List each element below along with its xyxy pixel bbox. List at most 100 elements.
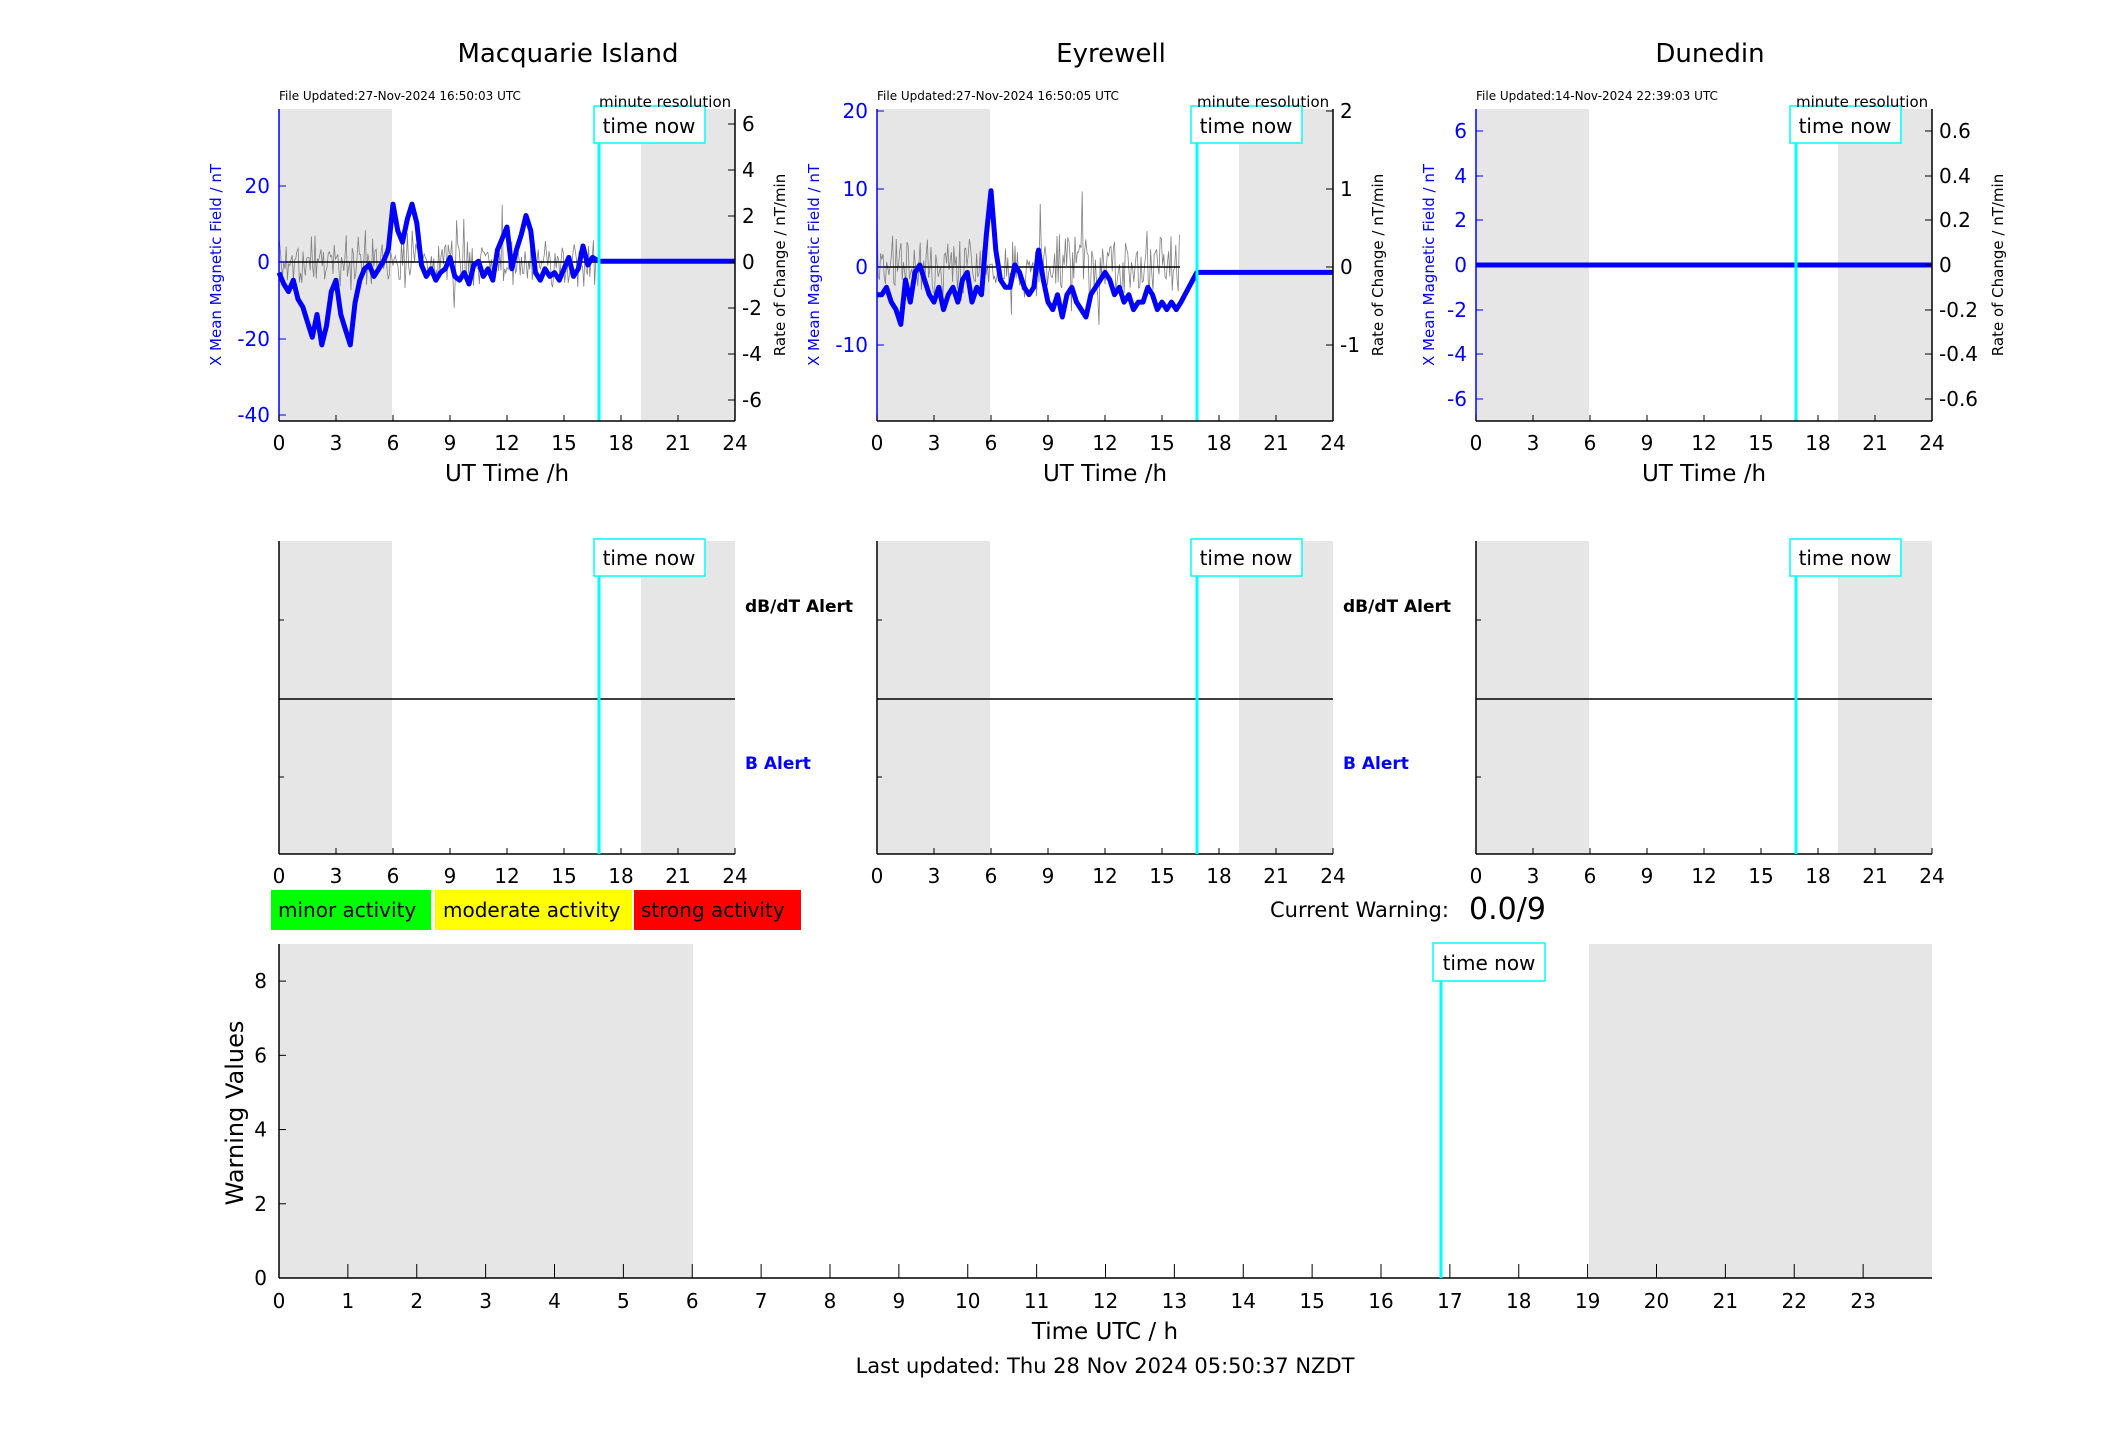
time-now-label: time now — [603, 114, 696, 138]
xtick-label: 0 — [1470, 431, 1483, 455]
xtick-label: 12 — [1691, 864, 1716, 888]
xtick-label: 6 — [387, 431, 400, 455]
y2tick-label: -0.2 — [1939, 298, 1978, 322]
xtick-label: 12 — [1092, 864, 1117, 888]
current-warning-value: 0.0/9 — [1469, 892, 1546, 927]
time-now-box — [1190, 105, 1303, 144]
y2tick-label: -4 — [742, 342, 762, 366]
time-now-label: time now — [1443, 951, 1536, 975]
xtick-label: 8 — [824, 1289, 837, 1313]
xtick-label: 18 — [608, 431, 633, 455]
ytick-label: 20 — [245, 174, 270, 198]
night-shade — [641, 541, 735, 854]
xtick-label: 18 — [1206, 431, 1231, 455]
xtick-label: 21 — [665, 864, 690, 888]
night-shade — [279, 944, 693, 1278]
xtick-label: 24 — [722, 431, 747, 455]
y2tick-label: 4 — [742, 158, 755, 182]
xtick-label: 20 — [1644, 1289, 1669, 1313]
ytick-label: -2 — [1447, 298, 1467, 322]
rate-of-change-trace — [876, 191, 1180, 325]
xtick-label: 12 — [1093, 1289, 1118, 1313]
xtick-label: 18 — [1805, 864, 1830, 888]
xtick-label: 3 — [479, 1289, 492, 1313]
ytick-label: 20 — [843, 99, 868, 123]
b-alert-label: B Alert — [745, 754, 811, 774]
xtick-label: 22 — [1782, 1289, 1807, 1313]
left-yticks: -6 -4 -2 0 2 4 6 — [1447, 119, 1483, 411]
y2tick-label: 0.6 — [1939, 119, 1971, 143]
xtick-label: 18 — [1206, 864, 1231, 888]
left-axis-label: X Mean Magnetic Field / nT — [805, 163, 823, 366]
time-now-box — [1432, 942, 1546, 982]
file-updated-text: File Updated:27-Nov-2024 16:50:05 UTC — [877, 89, 1119, 103]
xtick-label: 15 — [1149, 864, 1174, 888]
xtick-label: 18 — [1506, 1289, 1531, 1313]
y2tick-label: 2 — [742, 204, 755, 228]
xtick-label: 10 — [955, 1289, 980, 1313]
y-ticks: 0 2 4 6 8 — [254, 969, 286, 1290]
xtick-label: 23 — [1850, 1289, 1875, 1313]
time-now-box — [1789, 538, 1902, 577]
ytick-label: -20 — [237, 327, 270, 351]
xtick-label: 21 — [1263, 864, 1288, 888]
current-warning-label: Current Warning: — [1270, 898, 1449, 922]
station-title: Dunedin — [1655, 39, 1764, 69]
ytick-label: 2 — [254, 1192, 267, 1216]
ytick-label: 10 — [843, 177, 868, 201]
dbdt-alert-label: dB/dT Alert — [1343, 597, 1451, 617]
rate-trace-path — [876, 191, 1180, 325]
xtick-label: 0 — [871, 864, 884, 888]
ytick-label: 6 — [254, 1043, 267, 1067]
xtick-label: 3 — [928, 864, 941, 888]
time-now-label: time now — [1200, 546, 1293, 570]
ytick-label: 8 — [254, 969, 267, 993]
night-shade — [641, 109, 735, 421]
xtick-label: 15 — [1149, 431, 1174, 455]
xtick-label: 21 — [1862, 431, 1887, 455]
xtick-label: 6 — [387, 864, 400, 888]
y2tick-label: -1 — [1340, 333, 1360, 357]
xtick-label: 5 — [617, 1289, 630, 1313]
ytick-label: -6 — [1447, 387, 1467, 411]
ytick-label: 4 — [1454, 164, 1467, 188]
legend-strong-label: strong activity — [641, 898, 785, 922]
xtick-label: 6 — [1584, 431, 1597, 455]
y2tick-label: 2 — [1340, 99, 1353, 123]
xtick-label: 15 — [551, 431, 576, 455]
file-updated-text: File Updated:14-Nov-2024 22:39:03 UTC — [1476, 89, 1718, 103]
xtick-label: 18 — [608, 864, 633, 888]
xtick-label: 0 — [1470, 864, 1483, 888]
ytick-label: 0 — [1454, 253, 1467, 277]
xtick-label: 0 — [871, 431, 884, 455]
xtick-label: 24 — [1919, 864, 1944, 888]
y2tick-label: 1 — [1340, 177, 1353, 201]
x-axis-label: Time UTC / h — [1031, 1319, 1178, 1345]
night-shade — [877, 541, 990, 854]
left-yticks: -40 -20 0 20 — [237, 174, 286, 427]
xtick-label: 21 — [665, 431, 690, 455]
dbdt-alert-label: dB/dT Alert — [745, 597, 853, 617]
right-yticks: -1 0 1 2 — [1326, 99, 1360, 357]
b-alert-label: B Alert — [1343, 754, 1409, 774]
resolution-label: minute resolution — [1197, 93, 1329, 111]
y2tick-label: 0 — [1939, 253, 1952, 277]
xtick-label: 12 — [1691, 431, 1716, 455]
xtick-label: 12 — [494, 431, 519, 455]
night-shade — [1239, 109, 1333, 421]
xtick-label: 3 — [928, 431, 941, 455]
panel-macquarie: Macquarie Island time now File Updated:2… — [207, 39, 789, 487]
night-shade — [1589, 944, 1932, 1278]
x-ticks: 0 3 6 9 12 15 18 21 24 — [1470, 415, 1945, 455]
xtick-label: 7 — [755, 1289, 768, 1313]
xtick-label: 9 — [893, 1289, 906, 1313]
xtick-label: 0 — [273, 1289, 286, 1313]
last-updated-text: Last updated: Thu 28 Nov 2024 05:50:37 N… — [856, 1354, 1355, 1378]
time-now-box — [593, 105, 706, 144]
y2tick-label: 0.2 — [1939, 208, 1971, 232]
xtick-label: 9 — [1641, 864, 1654, 888]
xtick-label: 2 — [410, 1289, 423, 1313]
right-axis-label: Rate of Change / nT/min — [1369, 174, 1387, 356]
panel-dunedin: Dunedin time now File Updated:14-Nov-202… — [1420, 39, 2007, 487]
activity-legend: minor activity moderate activity strong … — [271, 890, 801, 930]
